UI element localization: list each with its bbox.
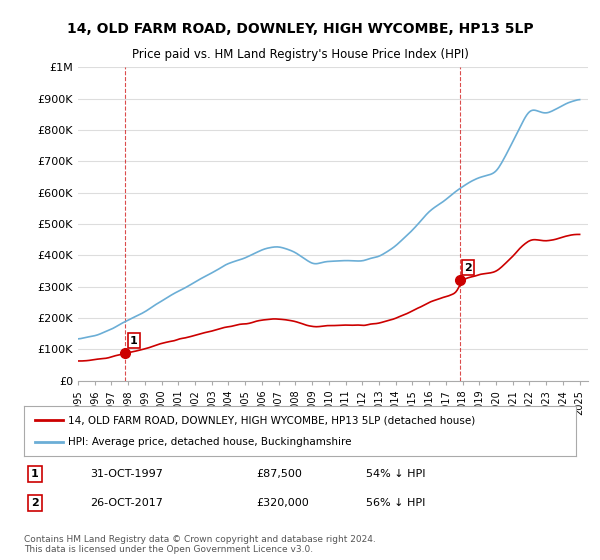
Text: Contains HM Land Registry data © Crown copyright and database right 2024.
This d: Contains HM Land Registry data © Crown c… [24, 535, 376, 554]
Text: 1: 1 [31, 469, 39, 479]
Text: 56% ↓ HPI: 56% ↓ HPI [366, 498, 425, 508]
Text: 2: 2 [464, 263, 472, 273]
Text: HPI: Average price, detached house, Buckinghamshire: HPI: Average price, detached house, Buck… [68, 437, 352, 447]
Text: 26-OCT-2017: 26-OCT-2017 [90, 498, 163, 508]
Text: 14, OLD FARM ROAD, DOWNLEY, HIGH WYCOMBE, HP13 5LP (detached house): 14, OLD FARM ROAD, DOWNLEY, HIGH WYCOMBE… [68, 415, 475, 425]
Text: £320,000: £320,000 [256, 498, 308, 508]
Text: £87,500: £87,500 [256, 469, 302, 479]
Text: 2: 2 [31, 498, 39, 508]
Text: 31-OCT-1997: 31-OCT-1997 [90, 469, 163, 479]
Text: 1: 1 [130, 335, 137, 346]
Text: 14, OLD FARM ROAD, DOWNLEY, HIGH WYCOMBE, HP13 5LP: 14, OLD FARM ROAD, DOWNLEY, HIGH WYCOMBE… [67, 22, 533, 36]
Text: 54% ↓ HPI: 54% ↓ HPI [366, 469, 426, 479]
Text: Price paid vs. HM Land Registry's House Price Index (HPI): Price paid vs. HM Land Registry's House … [131, 48, 469, 60]
